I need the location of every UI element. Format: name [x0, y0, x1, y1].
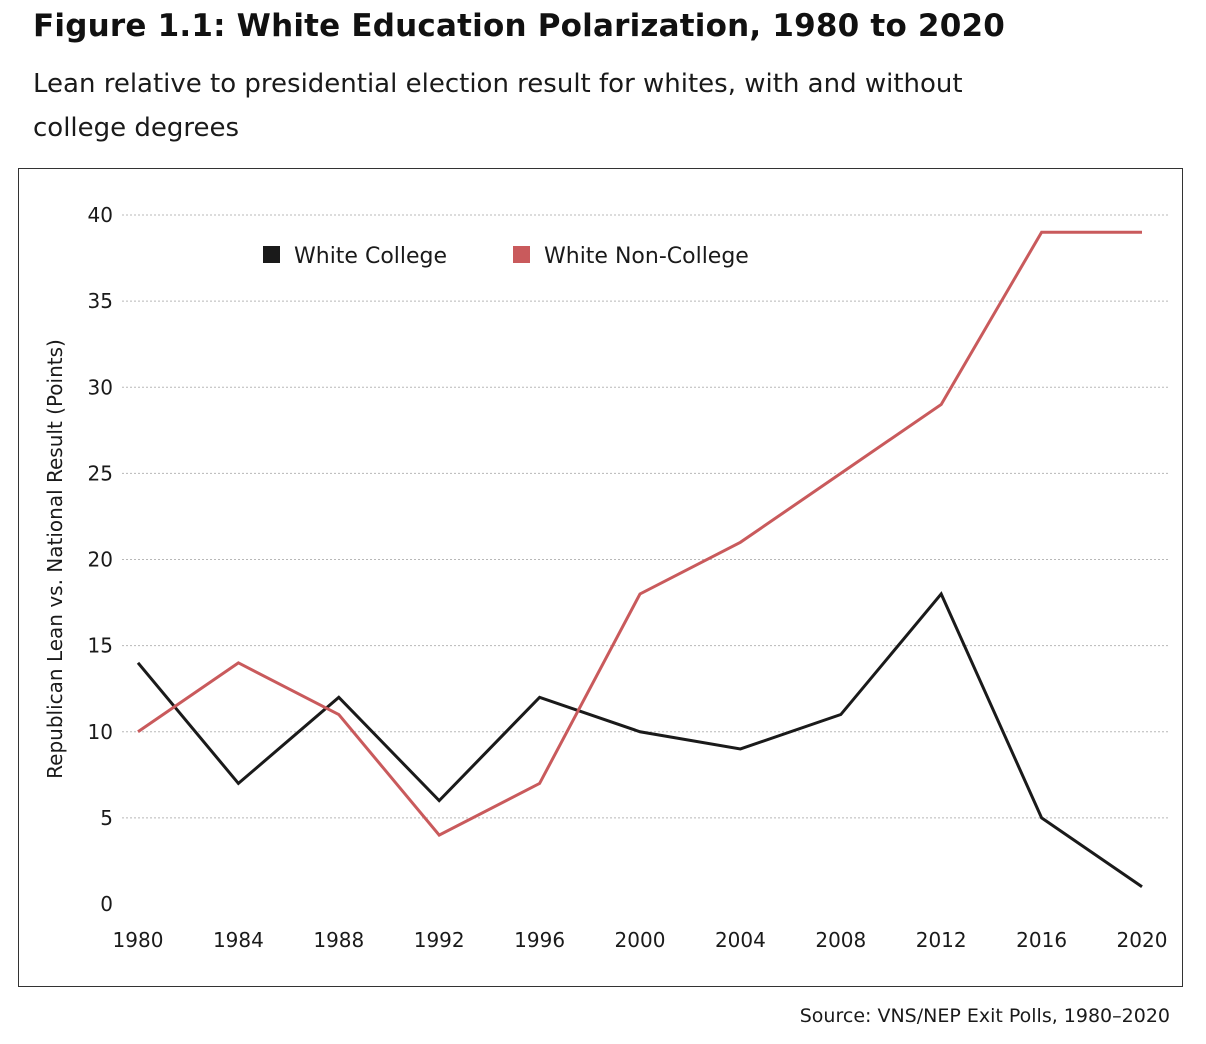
legend: White College White Non-College — [263, 244, 749, 269]
x-tick-label: 2004 — [715, 928, 766, 952]
x-tick-label: 2016 — [1016, 928, 1067, 952]
x-tick-label: 1984 — [213, 928, 264, 952]
x-tick-label: 2020 — [1117, 928, 1168, 952]
y-axis-label: Republican Lean vs. National Result (Poi… — [43, 339, 67, 779]
x-tick-label: 1980 — [113, 928, 164, 952]
y-tick-label: 25 — [88, 461, 113, 485]
legend-swatch — [513, 246, 530, 263]
series-lines — [136, 230, 1143, 889]
y-tick-label: 0 — [100, 892, 113, 916]
y-tick-label: 20 — [88, 548, 113, 572]
gridlines — [122, 214, 1168, 819]
series-line-white-college — [136, 591, 1143, 889]
y-axis-ticks: 0 5 10 15 20 25 30 35 40 — [88, 203, 113, 916]
y-tick-label: 10 — [88, 720, 113, 744]
series-line-white-non-college — [137, 230, 1142, 837]
y-tick-label: 15 — [88, 634, 113, 658]
x-tick-label: 1996 — [514, 928, 565, 952]
legend-swatch — [263, 246, 280, 263]
chart-title: Figure 1.1: White Education Polarization… — [33, 8, 1006, 44]
y-tick-label: 40 — [88, 203, 113, 227]
legend-label: White Non-College — [544, 244, 749, 269]
x-tick-label: 2000 — [615, 928, 666, 952]
x-tick-label: 1992 — [414, 928, 465, 952]
x-axis-ticks: 1980 1984 1988 1992 1996 2000 2004 2008 2012 2016… — [113, 928, 1168, 952]
chart-frame — [18, 168, 1183, 987]
legend-label: White College — [294, 244, 447, 269]
x-tick-label: 1988 — [313, 928, 364, 952]
y-tick-label: 30 — [88, 375, 113, 399]
x-tick-label: 2012 — [916, 928, 967, 952]
y-tick-label: 35 — [88, 289, 113, 313]
source-note: Source: VNS/NEP Exit Polls, 1980–2020 — [799, 1005, 1170, 1027]
y-tick-label: 5 — [100, 806, 113, 830]
chart-subtitle: Lean relative to presidential election r… — [33, 69, 963, 143]
x-tick-label: 2008 — [815, 928, 866, 952]
